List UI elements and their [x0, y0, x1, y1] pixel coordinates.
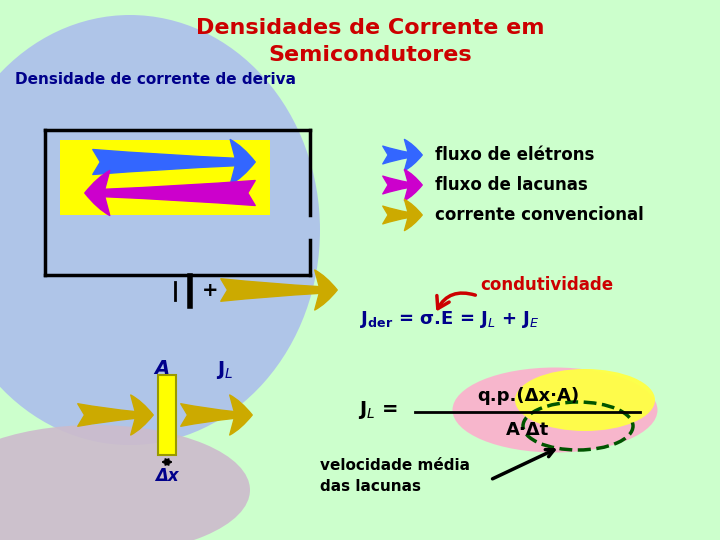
Text: J$_L$ =: J$_L$ = [358, 399, 398, 421]
Text: J$_L$: J$_L$ [216, 359, 234, 381]
Text: condutividade: condutividade [480, 276, 613, 294]
Text: corrente convencional: corrente convencional [435, 206, 644, 224]
Text: Densidade de corrente de deriva: Densidade de corrente de deriva [15, 72, 296, 87]
Ellipse shape [0, 425, 250, 540]
Text: A: A [154, 359, 170, 377]
FancyBboxPatch shape [158, 375, 176, 455]
Text: Δx: Δx [156, 467, 179, 485]
Text: fluxo de elétrons: fluxo de elétrons [435, 146, 595, 164]
Text: Densidades de Corrente em: Densidades de Corrente em [196, 18, 544, 38]
Text: velocidade média
das lacunas: velocidade média das lacunas [320, 458, 470, 494]
Ellipse shape [452, 368, 657, 453]
Text: +: + [202, 280, 218, 300]
Text: Semicondutores: Semicondutores [268, 45, 472, 65]
Text: A·Δt: A·Δt [506, 421, 549, 439]
Ellipse shape [0, 15, 320, 445]
Text: fluxo de lacunas: fluxo de lacunas [435, 176, 588, 194]
Text: J$_{\mathregular{der}}$ = σ.E = J$_L$ + J$_E$: J$_{\mathregular{der}}$ = σ.E = J$_L$ + … [360, 309, 539, 330]
FancyArrowPatch shape [437, 293, 475, 309]
Text: q.p.(Δx·A): q.p.(Δx·A) [477, 387, 579, 405]
Ellipse shape [515, 369, 655, 431]
FancyBboxPatch shape [60, 140, 270, 215]
